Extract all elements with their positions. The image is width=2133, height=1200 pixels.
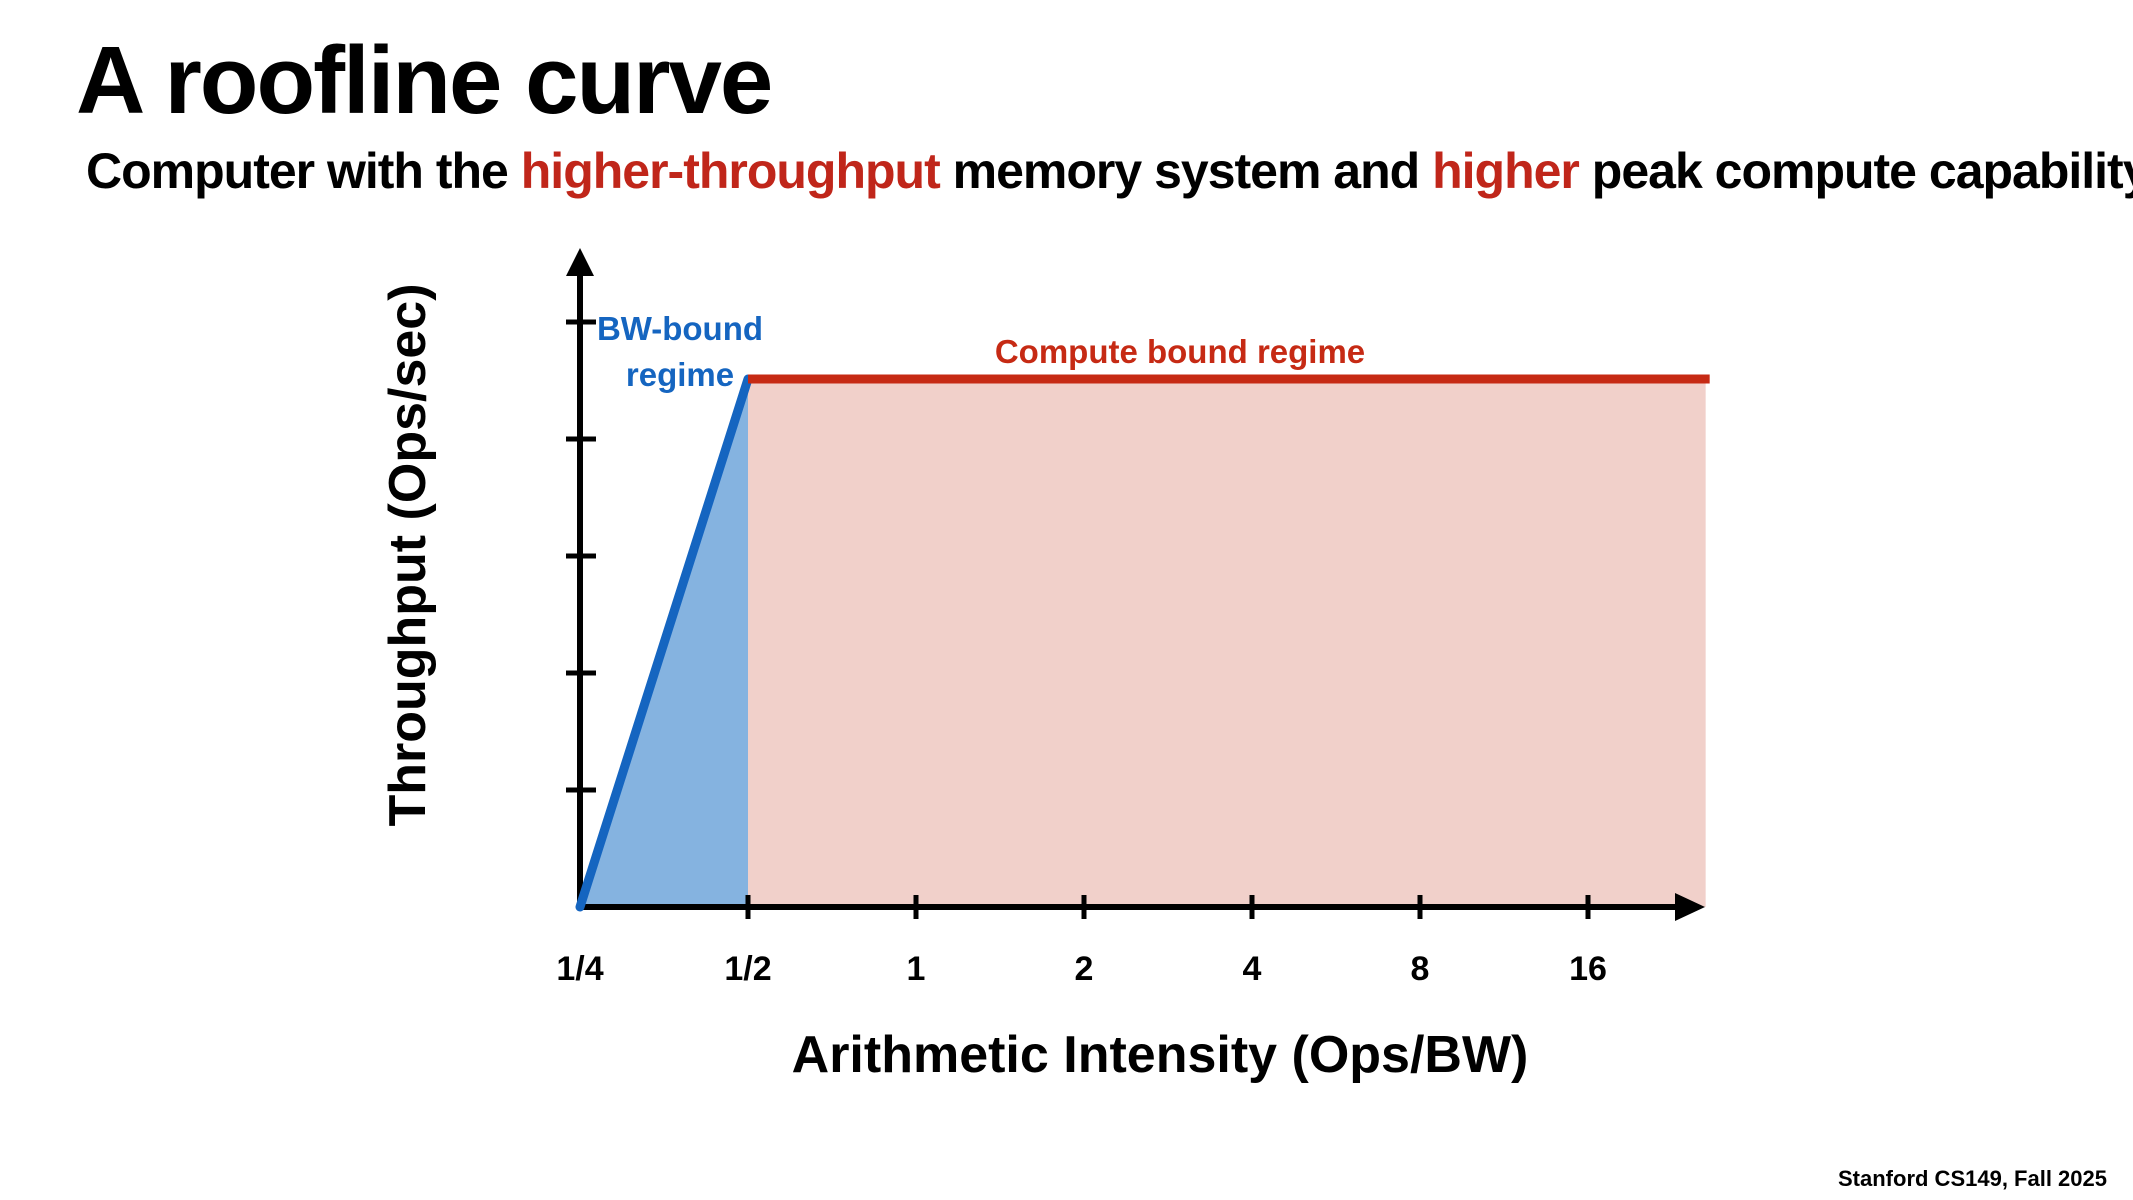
y-axis-arrow-icon <box>566 248 594 276</box>
chart-axes <box>566 248 1705 921</box>
slide-subtitle: Computer with the higher-throughput memo… <box>86 142 2133 200</box>
compute-region-fill <box>748 379 1706 907</box>
compute-bound-label: Compute bound regime <box>995 333 1365 370</box>
x-tick-label: 1 <box>907 950 926 988</box>
y-axis-label: Throughput (Ops/sec) <box>379 283 437 826</box>
x-tick-label: 1/4 <box>556 950 603 988</box>
x-tick-label: 16 <box>1569 950 1607 988</box>
x-tick-label: 4 <box>1243 950 1262 988</box>
roofline-lines <box>575 374 1710 912</box>
subtitle-highlight-higher: higher <box>1432 143 1580 199</box>
x-tick-label: 1/2 <box>724 950 771 988</box>
bw-bound-label-line2: regime <box>626 356 734 393</box>
x-tick-label: 8 <box>1411 950 1430 988</box>
subtitle-highlight-throughput: higher-throughput <box>520 143 941 199</box>
bw-bound-line <box>575 374 753 912</box>
x-tick-label: 2 <box>1075 950 1094 988</box>
region-fills <box>580 379 1706 907</box>
x-axis-label: Arithmetic Intensity (Ops/BW) <box>792 1026 1529 1084</box>
course-footer: Stanford CS149, Fall 2025 <box>1838 1166 2107 1191</box>
subtitle-text-3: peak compute capability <box>1578 143 2133 199</box>
slide-title: A roofline curve <box>76 27 773 134</box>
chart-labels: 1/4 1/2 1 2 4 8 16 BW-bound regime Compute bound … <box>379 283 1607 1084</box>
subtitle-text-1: Computer with the <box>86 143 521 199</box>
bw-bound-label-line1: BW-bound <box>597 310 763 347</box>
subtitle-text-2: memory system and <box>939 143 1433 199</box>
x-axis-arrow-icon <box>1675 893 1705 921</box>
